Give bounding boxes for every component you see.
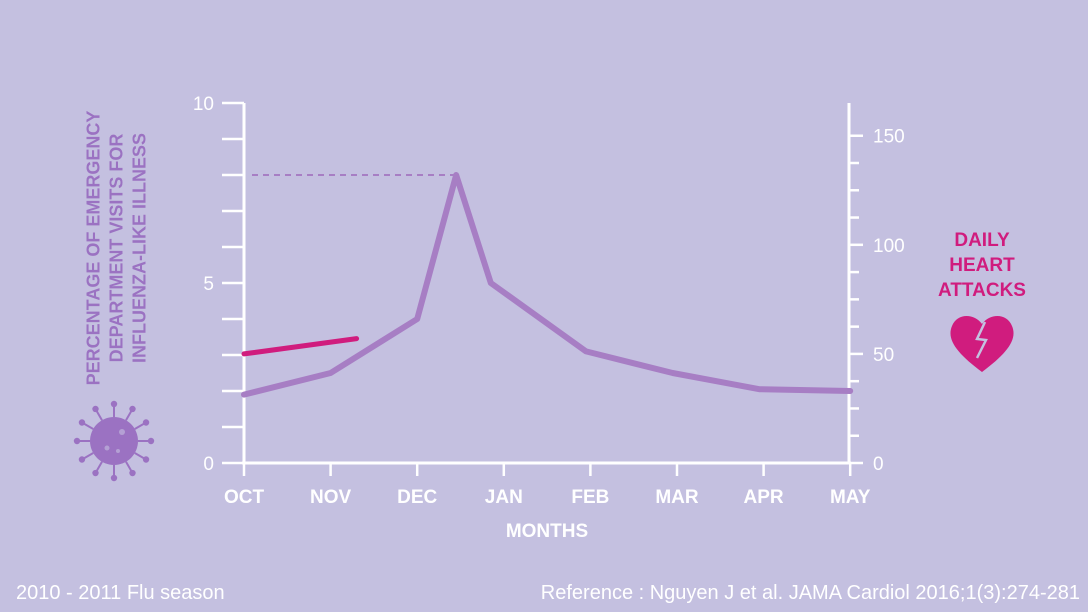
x-axis-title: MONTHS: [506, 521, 588, 542]
right-axis-tick-label: 150: [873, 127, 905, 148]
virus-spike-tip: [110, 474, 118, 482]
flu-visits-series-line: [241, 172, 854, 398]
virus-spike-tip: [110, 400, 118, 408]
right-axis-label-line: DAILY: [954, 230, 1010, 251]
broken-heart-icon: [950, 315, 1014, 372]
virus-spike-tip: [73, 437, 81, 445]
x-axis-tick-label: MAR: [655, 487, 699, 508]
right-axis-tick-label: 0: [873, 454, 884, 475]
virus-spike-tip: [78, 456, 86, 463]
right-axis-label-line: ATTACKS: [938, 280, 1026, 301]
virus-spike-tip: [147, 437, 155, 445]
left-axis-label-line: PERCENTAGE OF EMERGENCY: [83, 110, 104, 386]
right-axis-tick-label: 50: [873, 345, 894, 366]
x-axis-tick-label: NOV: [310, 487, 352, 508]
x-axis-tick-label: MAY: [830, 487, 871, 508]
left-axis-label: PERCENTAGE OF EMERGENCY DEPARTMENT VISIT…: [83, 98, 152, 398]
x-axis-tick-label: JAN: [485, 487, 523, 508]
virus-spike-tip: [142, 456, 150, 463]
virus-icon: [73, 400, 155, 482]
right-axis-label-line: HEART: [949, 255, 1015, 276]
reference-citation: Reference : Nguyen J et al. JAMA Cardiol…: [540, 582, 1080, 604]
left-axis-label-line: INFLUENZA-LIKE ILLNESS: [129, 133, 150, 363]
left-axis-tick-label: 10: [193, 94, 214, 115]
virus-spike-tip: [78, 419, 86, 426]
heart-attacks-series-line: [241, 336, 360, 357]
x-axis-tick-label: FEB: [571, 487, 609, 508]
flu-season-caption: 2010 - 2011 Flu season: [16, 582, 225, 604]
right-axis-label: DAILY HEART ATTACKS: [930, 228, 1034, 303]
virus-spike-tip: [129, 405, 136, 413]
x-axis-tick-label: DEC: [397, 487, 437, 508]
left-axis-label-line: DEPARTMENT VISITS FOR: [106, 133, 127, 363]
x-axis-tick-label: OCT: [224, 487, 265, 508]
virus-spike-tip: [92, 405, 99, 413]
virus-spike-tip: [142, 419, 150, 426]
right-axis-tick-label: 100: [873, 236, 905, 257]
x-axis-tick-label: APR: [744, 487, 784, 508]
left-axis-tick-label: 0: [203, 454, 214, 475]
left-axis-tick-label: 5: [203, 274, 214, 295]
virus-spike-tip: [92, 469, 99, 477]
virus-spike-tip: [129, 469, 136, 477]
